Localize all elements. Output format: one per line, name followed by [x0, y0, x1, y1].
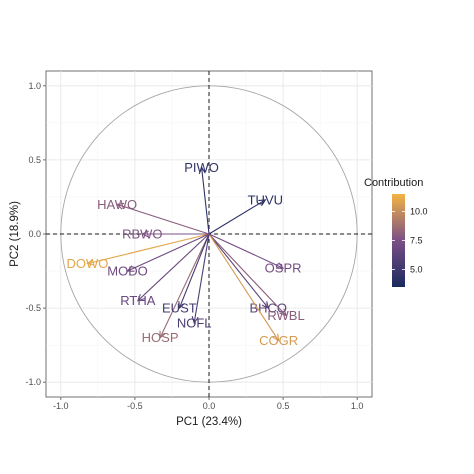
label-piwo: PIWO: [184, 160, 219, 175]
x-tick-label: 0.5: [277, 401, 290, 411]
y-tick-label: 1.0: [28, 81, 41, 91]
arrow-modo: [127, 233, 210, 272]
arrow-bhco: [208, 233, 269, 309]
arrowhead-hawo: [115, 202, 125, 210]
label-dowo: DOWO: [67, 256, 109, 271]
label-rtha: RTHA: [120, 293, 155, 308]
arrowhead-rwbl: [279, 308, 287, 317]
label-hawo: HAWO: [97, 197, 137, 212]
arrow-tuvu: [208, 199, 266, 235]
arrow-eust: [178, 233, 210, 309]
y-tick-label: 0.5: [28, 155, 41, 165]
legend-colorbar: [392, 194, 405, 287]
arrowhead-rbwo: [141, 230, 149, 238]
x-tick-label: 1.0: [351, 401, 364, 411]
y-tick-label: 0.0: [28, 229, 41, 239]
arrow-piwo: [201, 167, 210, 235]
arrowhead-nofl: [191, 316, 199, 325]
arrow-cogr: [208, 233, 280, 341]
label-nofl: NOFL: [177, 315, 212, 330]
arrowhead-cogr: [272, 333, 280, 342]
label-ospr: OSPR: [265, 261, 302, 276]
y-tick-label: -1.0: [25, 377, 41, 387]
label-eust: EUST: [162, 301, 197, 316]
y-tick-label: -0.5: [25, 303, 41, 313]
label-bhco: BHCO: [249, 301, 287, 316]
legend-title: Contribution: [364, 177, 423, 189]
arrowhead-hosp: [159, 330, 166, 339]
label-cogr: COGR: [259, 333, 298, 348]
legend-tick-label: 5.0: [410, 265, 423, 275]
arrowhead-eust: [178, 301, 185, 310]
arrowhead-rtha: [136, 293, 145, 302]
label-modo: MODO: [107, 264, 147, 279]
arrow-dowo: [87, 233, 210, 265]
label-rbwo: RBWO: [122, 227, 162, 242]
label-tuvu: TUVU: [248, 192, 283, 207]
arrow-ospr: [208, 233, 284, 269]
arrowhead-ospr: [276, 262, 285, 269]
y-axis-title: PC2 (18.9%): [9, 201, 21, 267]
label-hosp: HOSP: [142, 330, 179, 345]
arrowhead-tuvu: [258, 199, 267, 207]
label-rwbl: RWBL: [267, 308, 304, 323]
x-tick-label: -1.0: [53, 401, 69, 411]
arrowhead-dowo: [86, 258, 95, 266]
contribution-legend: Contribution 5.0 7.5 10.0: [364, 177, 428, 287]
arrow-hosp: [159, 233, 210, 338]
x-tick-label: -0.5: [127, 401, 143, 411]
arrow-nofl: [193, 233, 210, 323]
axis-ticks: -1.0 -0.5 0.0 0.5 1.0 -1.0 -0.5 0.0 0.5 1.0: [25, 81, 363, 411]
arrow-rtha: [137, 233, 210, 302]
arrow-hawo: [116, 203, 210, 235]
x-tick-label: 0.0: [203, 401, 216, 411]
legend-tick-label: 10.0: [410, 206, 428, 216]
arrowhead-modo: [126, 265, 135, 272]
arrow-rwbl: [208, 233, 287, 316]
x-axis-title: PC1 (23.4%): [176, 416, 242, 428]
arrowhead-bhco: [261, 301, 270, 310]
legend-tick-label: 7.5: [410, 236, 423, 246]
arrowhead-piwo: [198, 166, 206, 175]
